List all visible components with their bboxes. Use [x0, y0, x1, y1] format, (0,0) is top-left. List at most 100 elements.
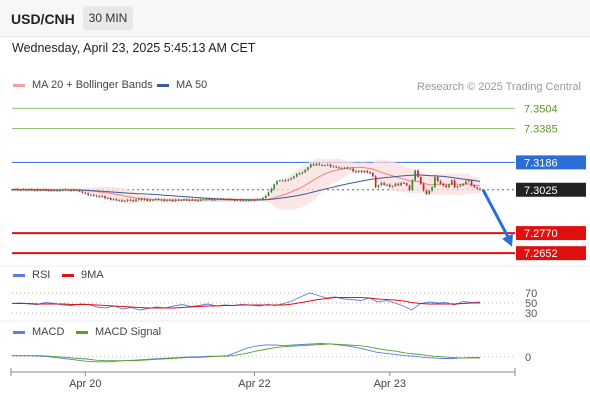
candle-body — [341, 168, 343, 170]
level-label: 7.3504 — [524, 103, 558, 115]
candle-body — [262, 197, 264, 200]
timeframe-badge[interactable]: 30 MIN — [83, 6, 133, 30]
candle-body — [318, 163, 321, 165]
candle-body — [112, 199, 115, 201]
legend-macd: MACD — [32, 326, 64, 338]
candle-body — [177, 199, 180, 201]
candle-body — [256, 199, 259, 201]
candle-body — [50, 190, 53, 192]
candle-body — [459, 185, 462, 187]
candle-body — [219, 198, 222, 200]
legend-ma50: MA 50 — [176, 79, 207, 91]
candle-body — [47, 190, 50, 192]
candle-body — [53, 190, 56, 192]
candle-body — [61, 189, 64, 191]
candle-body — [456, 186, 459, 188]
candle-body — [408, 185, 411, 190]
candle-body — [42, 189, 44, 191]
x-tick-label: Apr 23 — [374, 378, 406, 390]
candle-body — [253, 199, 256, 201]
candle-body — [115, 199, 118, 201]
candle-body — [92, 194, 95, 196]
candle-body — [242, 200, 245, 202]
candle-body — [369, 172, 371, 174]
candle-body — [118, 200, 120, 202]
candle-body — [152, 199, 154, 201]
candle-body — [434, 177, 436, 188]
candle-body — [315, 163, 318, 166]
candle-body — [109, 197, 112, 200]
candle-body — [135, 199, 137, 202]
legend-ma20-swatch — [13, 84, 25, 87]
candle-body — [188, 199, 191, 201]
candle-body — [214, 199, 216, 201]
candle-body — [180, 199, 182, 201]
macd-level-label: 0 — [525, 352, 531, 364]
candle-body — [284, 180, 287, 182]
candle-body — [473, 185, 476, 188]
candle-body — [278, 180, 281, 182]
candle-body — [90, 194, 92, 196]
candle-body — [324, 165, 326, 167]
candle-body — [211, 199, 214, 201]
candle-body — [205, 198, 208, 200]
candle-body — [250, 199, 253, 201]
candle-body — [81, 191, 84, 193]
candle-body — [191, 199, 194, 201]
candle-body — [87, 193, 89, 196]
candle-body — [104, 196, 106, 199]
candle-body — [394, 183, 397, 187]
candle-body — [197, 200, 199, 202]
candle-body — [349, 168, 352, 170]
candle-body — [445, 185, 448, 188]
candle-body — [200, 199, 202, 201]
candle-body — [247, 200, 250, 202]
level-label: 7.3186 — [524, 157, 558, 169]
candle-body — [470, 180, 473, 186]
candle-body — [174, 199, 177, 201]
rsi-ma-line — [12, 297, 480, 309]
candle-body — [236, 199, 239, 201]
candle-body — [338, 167, 340, 169]
candle-body — [225, 199, 228, 201]
candle-body — [143, 199, 146, 201]
candle-body — [185, 199, 188, 201]
candle-body — [126, 199, 129, 201]
candle-body — [39, 189, 42, 191]
forecast-arrowhead — [502, 233, 513, 247]
candle-body — [149, 199, 151, 201]
candle-body — [19, 189, 22, 191]
candle-body — [231, 199, 233, 201]
bollinger-band-area — [12, 158, 480, 210]
candle-body — [76, 189, 78, 191]
candle-body — [476, 187, 479, 189]
candle-body — [101, 196, 104, 198]
candle-body — [202, 199, 205, 201]
candle-body — [301, 172, 304, 174]
candle-body — [73, 189, 75, 191]
candle-body — [453, 180, 456, 188]
candle-body — [183, 199, 185, 201]
candle-body — [239, 199, 242, 201]
candle-body — [30, 189, 33, 191]
level-label-box — [516, 155, 586, 170]
candle-body — [267, 192, 270, 196]
candle-body — [44, 189, 47, 191]
candle-body — [140, 198, 143, 200]
rsi-level-label: 30 — [525, 308, 537, 320]
legend-ma20: MA 20 + Bollinger Bands — [32, 79, 153, 91]
candle-body — [16, 189, 19, 191]
level-label: 7.2652 — [524, 248, 558, 260]
candle-body — [33, 189, 36, 191]
chart-credit: Research © 2025 Trading Central — [417, 81, 581, 93]
candle-body — [357, 171, 360, 173]
candle-body — [343, 167, 346, 169]
rsi-line — [11, 292, 481, 311]
candle-body — [363, 170, 366, 173]
candle-body — [377, 185, 380, 188]
legend-rsi-swatch — [13, 274, 25, 277]
candle-body — [419, 177, 422, 184]
candle-body — [22, 189, 25, 191]
candle-body — [163, 199, 166, 201]
candle-body — [157, 199, 160, 201]
